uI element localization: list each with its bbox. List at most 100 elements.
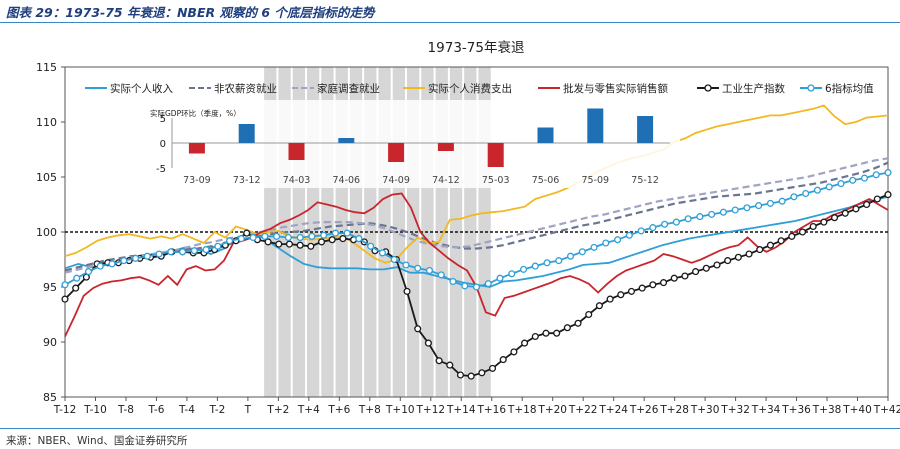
series-6-point — [531, 332, 539, 341]
x-tick-label: T+18 — [507, 404, 537, 416]
series-6-point — [264, 238, 272, 246]
series-7-point — [508, 270, 516, 278]
series-7-point — [273, 232, 281, 240]
series-7-point — [484, 280, 492, 288]
series-7-point — [449, 277, 457, 286]
x-tick-label: T+2 — [266, 404, 289, 416]
series-7-point — [602, 239, 610, 247]
top-rule — [0, 22, 900, 23]
series-6-point — [424, 339, 432, 347]
inset-bar — [338, 138, 355, 143]
y-tick-label: 90 — [43, 336, 57, 349]
y-tick-label: 115 — [36, 61, 57, 74]
series-7-point — [108, 260, 116, 268]
series-6-point — [285, 240, 294, 248]
series-line-4 — [64, 104, 889, 264]
series-6-point — [414, 325, 422, 333]
series-7-point — [790, 193, 798, 201]
series-7-point — [625, 231, 633, 239]
series-7-point — [684, 215, 692, 223]
legend-label: 非农薪资就业 — [214, 82, 277, 95]
x-tick-label: T+38 — [812, 404, 842, 416]
series-6-point — [713, 261, 721, 269]
series-6-point — [649, 281, 657, 289]
series-7-point — [755, 202, 763, 210]
x-tick-label: T+14 — [446, 404, 476, 416]
line-chart: 85 90 95 100 105 110 115 T-12 T-10 T-8 T-6 T-4 T-2 T T… — [36, 39, 900, 416]
series-7-point — [214, 242, 222, 250]
series-7-point — [226, 237, 234, 245]
inset-y-tick-label: 0 — [160, 139, 166, 150]
inset-bar — [587, 108, 604, 143]
series-7-point — [155, 250, 163, 258]
x-tick-label: T+42 — [873, 404, 900, 416]
series-7-point — [96, 262, 104, 270]
series-6-point — [296, 241, 304, 249]
series-6-point — [724, 257, 732, 265]
series-7-point — [308, 232, 316, 240]
series-6-point — [456, 371, 465, 379]
series-6-point — [638, 284, 646, 292]
series-7-point — [860, 174, 869, 182]
inset-title: 实际GDP环比（季度，%） — [150, 108, 241, 118]
source-note: 来源：NBER、Wind、国金证券研究所 — [6, 435, 188, 447]
inset-x-tick-label: 75-09 — [581, 175, 609, 186]
series-6-point — [328, 236, 336, 244]
series-6-point — [435, 357, 443, 365]
inset-bar — [388, 143, 405, 162]
series-7-point — [320, 231, 328, 239]
series-7-point — [708, 210, 716, 218]
series-6-point — [553, 329, 561, 337]
series-7-point — [237, 235, 245, 243]
series-7-point — [825, 183, 833, 191]
series-6-point — [873, 195, 881, 203]
series-6-point — [585, 310, 593, 319]
series-6-point — [788, 232, 796, 240]
bottom-rule — [0, 428, 900, 429]
legend-label: 6指标均值 — [825, 82, 874, 95]
series-7-point — [249, 233, 257, 242]
series-6-point — [863, 200, 871, 209]
y-tick-label: 95 — [43, 281, 57, 294]
inset-x-tick-label: 75-06 — [532, 175, 560, 186]
series-7-point — [884, 169, 892, 177]
inset-x-tick-label: 75-12 — [631, 175, 659, 186]
series-6-point — [798, 228, 807, 236]
series-7-point — [802, 189, 810, 198]
legend-label: 实际个人收入 — [110, 82, 173, 95]
legend-label: 批发与零售实际销售额 — [563, 82, 668, 95]
series-7-point — [519, 265, 528, 273]
x-tick-label: T-6 — [147, 404, 164, 416]
inset-y-tick-label: -5 — [156, 164, 166, 175]
series-7-point — [637, 227, 645, 235]
series-7-point — [614, 236, 622, 244]
series-6-point — [307, 242, 315, 250]
x-tick-label: T-4 — [178, 404, 195, 416]
series-6-point — [488, 364, 497, 372]
series-7-point — [414, 264, 422, 272]
series-6-point — [72, 284, 80, 292]
series-7-point — [696, 213, 704, 221]
inset-x-tick-label: 73-12 — [233, 175, 261, 186]
inset-x-tick-label: 73-09 — [183, 175, 211, 186]
series-6-point — [831, 214, 839, 222]
x-tick-label: T+28 — [659, 404, 689, 416]
legend-marker — [807, 84, 815, 92]
series-7-point — [778, 197, 786, 205]
series-6-point — [852, 205, 860, 213]
legend-marker — [704, 84, 712, 92]
inset-bar — [238, 124, 255, 143]
x-tick-label: T+20 — [537, 404, 567, 416]
series-7-point — [179, 248, 187, 256]
series-6-point — [734, 253, 742, 261]
series-7-point — [425, 266, 434, 275]
series-6-point — [884, 191, 892, 199]
x-tick-label: T+36 — [781, 404, 811, 416]
inset-bar — [537, 127, 554, 143]
series-6-point — [766, 241, 774, 249]
inset-x-tick-label: 74-03 — [283, 175, 311, 186]
x-tick-label: T — [244, 404, 252, 416]
series-7-point — [531, 262, 539, 270]
y-tick-label: 100 — [36, 226, 57, 239]
series-6-point — [403, 287, 411, 295]
